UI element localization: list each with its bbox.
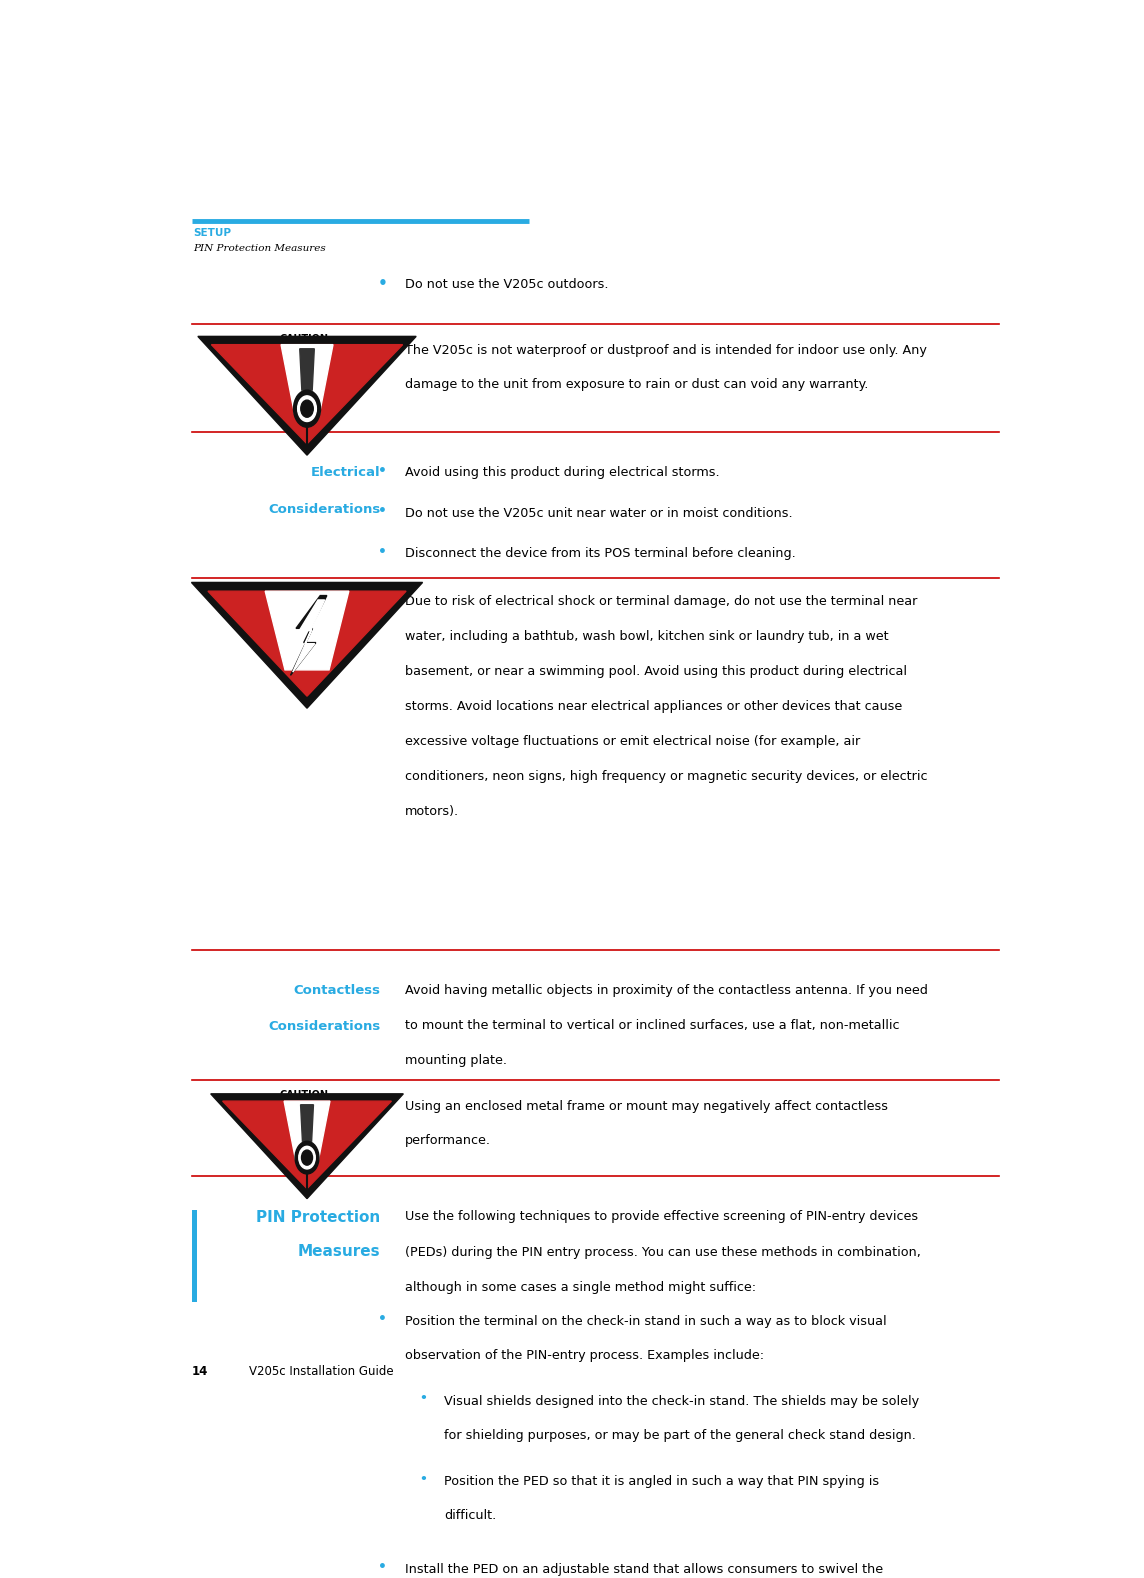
Text: •: •	[420, 1472, 428, 1485]
Text: for shielding purposes, or may be part of the general check stand design.: for shielding purposes, or may be part o…	[444, 1428, 916, 1442]
Text: difficult.: difficult.	[444, 1509, 496, 1523]
Text: Position the terminal on the check-in stand in such a way as to block visual: Position the terminal on the check-in st…	[405, 1314, 887, 1327]
Text: Due to risk of electrical shock or terminal damage, do not use the terminal near: Due to risk of electrical shock or termi…	[405, 595, 917, 608]
Text: conditioners, neon signs, high frequency or magnetic security devices, or electr: conditioners, neon signs, high frequency…	[405, 770, 927, 783]
Text: although in some cases a single method might suffice:: although in some cases a single method m…	[405, 1281, 756, 1294]
Circle shape	[302, 1150, 312, 1165]
Text: CAUTION: CAUTION	[280, 1090, 328, 1100]
Text: (PEDs) during the PIN entry process. You can use these methods in combination,: (PEDs) during the PIN entry process. You…	[405, 1245, 921, 1259]
Text: Install the PED on an adjustable stand that allows consumers to swivel the: Install the PED on an adjustable stand t…	[405, 1562, 883, 1575]
Text: Do not use the V205c outdoors.: Do not use the V205c outdoors.	[405, 278, 609, 290]
Text: •: •	[378, 464, 387, 478]
Polygon shape	[208, 592, 406, 696]
Polygon shape	[265, 592, 349, 671]
Polygon shape	[212, 344, 403, 443]
Text: Using an enclosed metal frame or mount may negatively affect contactless: Using an enclosed metal frame or mount m…	[405, 1100, 888, 1112]
FancyBboxPatch shape	[192, 1210, 197, 1302]
Text: storms. Avoid locations near electrical appliances or other devices that cause: storms. Avoid locations near electrical …	[405, 699, 901, 713]
Polygon shape	[301, 1105, 313, 1141]
Polygon shape	[281, 344, 333, 413]
Text: •: •	[378, 1561, 387, 1575]
Text: SETUP: SETUP	[193, 229, 231, 238]
Polygon shape	[300, 349, 315, 390]
Text: basement, or near a swimming pool. Avoid using this product during electrical: basement, or near a swimming pool. Avoid…	[405, 664, 906, 679]
Text: Considerations: Considerations	[269, 502, 381, 516]
Text: Use the following techniques to provide effective screening of PIN-entry devices: Use the following techniques to provide …	[405, 1210, 917, 1223]
Polygon shape	[284, 1101, 329, 1161]
Text: Avoid having metallic objects in proximity of the contactless antenna. If you ne: Avoid having metallic objects in proximi…	[405, 983, 928, 997]
Circle shape	[295, 1141, 319, 1174]
Text: motors).: motors).	[405, 805, 459, 817]
Text: Contactless: Contactless	[294, 983, 381, 997]
Text: excessive voltage fluctuations or emit electrical noise (for example, air: excessive voltage fluctuations or emit e…	[405, 735, 860, 748]
Text: •: •	[378, 1313, 387, 1326]
Text: Electrical: Electrical	[311, 467, 381, 480]
Circle shape	[297, 396, 317, 421]
Text: Do not use the V205c unit near water or in moist conditions.: Do not use the V205c unit near water or …	[405, 507, 792, 519]
Text: Avoid using this product during electrical storms.: Avoid using this product during electric…	[405, 467, 720, 480]
Text: •: •	[378, 276, 388, 290]
Polygon shape	[198, 336, 416, 454]
Text: CAUTION: CAUTION	[280, 335, 328, 344]
Text: observation of the PIN-entry process. Examples include:: observation of the PIN-entry process. Ex…	[405, 1349, 764, 1362]
Text: The V205c is not waterproof or dustproof and is intended for indoor use only. An: The V205c is not waterproof or dustproof…	[405, 344, 927, 357]
Polygon shape	[293, 600, 325, 672]
Text: V205c Installation Guide: V205c Installation Guide	[249, 1365, 394, 1378]
Text: performance.: performance.	[405, 1135, 491, 1147]
Polygon shape	[191, 582, 422, 709]
Text: Disconnect the device from its POS terminal before cleaning.: Disconnect the device from its POS termi…	[405, 548, 795, 560]
Text: PIN Protection: PIN Protection	[256, 1210, 381, 1226]
Text: Measures: Measures	[297, 1245, 381, 1259]
Text: Visual shields designed into the check-in stand. The shields may be solely: Visual shields designed into the check-i…	[444, 1395, 920, 1408]
Text: to mount the terminal to vertical or inclined surfaces, use a flat, non-metallic: to mount the terminal to vertical or inc…	[405, 1019, 899, 1032]
Text: •: •	[378, 505, 387, 518]
Text: •: •	[378, 544, 387, 559]
Text: damage to the unit from exposure to rain or dust can void any warranty.: damage to the unit from exposure to rain…	[405, 377, 868, 391]
Text: 14: 14	[192, 1365, 208, 1378]
Circle shape	[294, 390, 320, 428]
Polygon shape	[210, 1094, 404, 1199]
Text: PIN Protection Measures: PIN Protection Measures	[193, 245, 326, 252]
Text: water, including a bathtub, wash bowl, kitchen sink or laundry tub, in a wet: water, including a bathtub, wash bowl, k…	[405, 630, 888, 642]
Text: Position the PED so that it is angled in such a way that PIN spying is: Position the PED so that it is angled in…	[444, 1475, 880, 1488]
Circle shape	[299, 1146, 316, 1169]
Circle shape	[301, 401, 313, 417]
Text: mounting plate.: mounting plate.	[405, 1054, 507, 1067]
Text: WARNING: WARNING	[278, 587, 331, 598]
Text: •: •	[420, 1392, 428, 1406]
Text: Considerations: Considerations	[269, 1019, 381, 1032]
Polygon shape	[223, 1101, 391, 1188]
Polygon shape	[291, 595, 327, 675]
